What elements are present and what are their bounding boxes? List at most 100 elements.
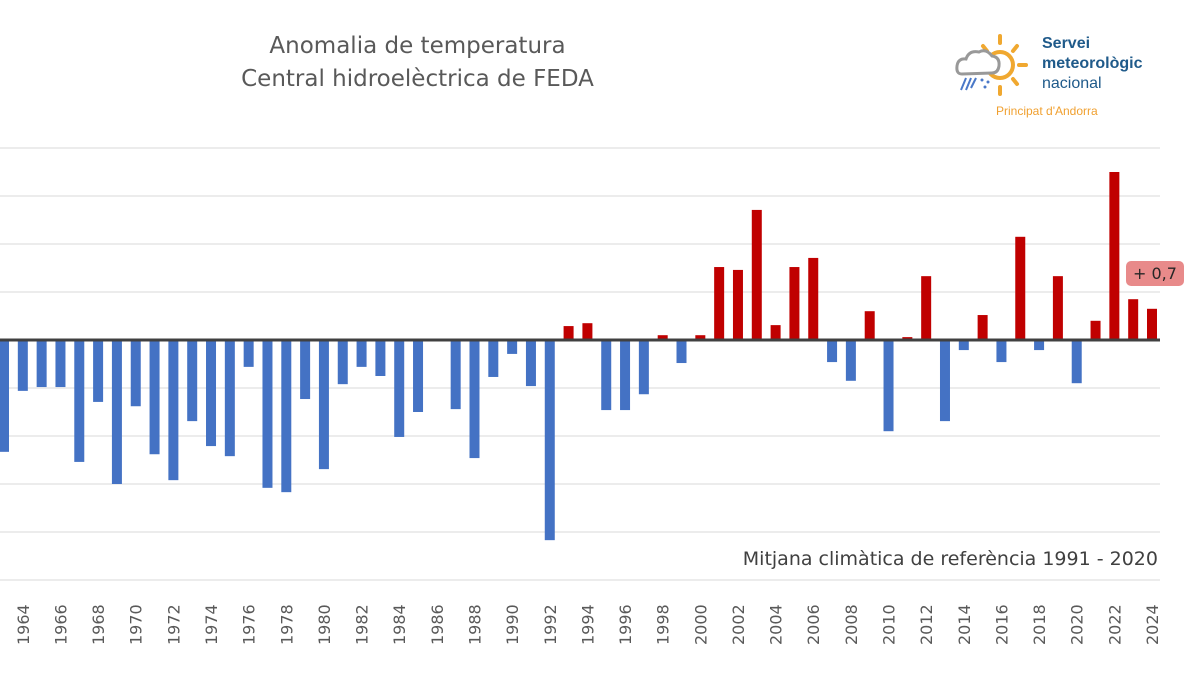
x-tick-label: 1964 <box>14 604 33 645</box>
x-tick-label: 1990 <box>503 604 522 645</box>
x-tick-label: 1976 <box>240 604 259 645</box>
bar-1997 <box>638 340 649 395</box>
bar-2003 <box>751 209 762 340</box>
bar-1970 <box>130 340 141 407</box>
x-tick-label: 1974 <box>202 604 221 645</box>
x-tick-label: 2018 <box>1030 604 1049 645</box>
x-tick-label: 1988 <box>465 604 484 645</box>
x-tick-label: 2024 <box>1143 604 1162 645</box>
bar-1980 <box>318 340 329 470</box>
bar-1964 <box>17 340 28 391</box>
bar-2000 <box>695 335 706 340</box>
x-tick-label: 2008 <box>842 604 861 645</box>
bar-2022 <box>1109 172 1120 340</box>
bar-2010 <box>883 340 894 432</box>
bar-2008 <box>845 340 856 381</box>
bar-1965 <box>36 340 47 388</box>
chart-title-line-1: Anomalia de temperatura <box>269 33 566 59</box>
data-label-2024: + 0,7 <box>1126 261 1184 286</box>
bar-1968 <box>93 340 104 402</box>
bar-1998 <box>657 335 668 340</box>
bar-2007 <box>827 340 838 363</box>
bar-2018 <box>1034 340 1045 351</box>
bar-2023 <box>1128 299 1139 340</box>
bar-2013 <box>939 340 950 422</box>
bar-1991 <box>525 340 536 387</box>
bar-1976 <box>243 340 254 367</box>
bar-2002 <box>732 269 743 340</box>
x-tick-label: 2000 <box>691 604 710 645</box>
x-tick-label: 2016 <box>992 604 1011 645</box>
bar-1993 <box>563 326 574 340</box>
reference-period-note: Mitjana climàtica de referència 1991 - 2… <box>742 548 1158 570</box>
logo-line-1: Servei <box>1042 35 1091 52</box>
bar-1992 <box>544 340 555 541</box>
chart-title: Anomalia de temperatura Central hidroelè… <box>200 30 635 96</box>
x-tick-label: 1970 <box>127 604 146 645</box>
logo-line-2: meteorològic <box>1042 55 1143 72</box>
bar-2012 <box>921 276 932 340</box>
x-tick-label: 1994 <box>578 604 597 645</box>
bar-2005 <box>789 267 800 340</box>
bar-1978 <box>281 340 292 493</box>
bar-1988 <box>469 340 480 459</box>
bar-1981 <box>337 340 348 385</box>
bar-2001 <box>714 267 725 340</box>
bar-2016 <box>996 340 1007 363</box>
bar-1963 <box>0 340 9 452</box>
bar-2020 <box>1071 340 1082 384</box>
x-tick-label: 2022 <box>1105 604 1124 645</box>
bar-1969 <box>111 340 122 484</box>
bar-2006 <box>808 257 819 340</box>
bar-1999 <box>676 340 687 364</box>
bar-1989 <box>488 340 499 377</box>
smn-logo: Servei meteorològic nacional Principat d… <box>952 32 1162 127</box>
bar-1966 <box>55 340 66 388</box>
weather-sun-cloud-icon <box>955 34 1028 96</box>
logo-line-3: nacional <box>1042 75 1102 92</box>
bar-1971 <box>149 340 160 455</box>
bar-1984 <box>394 340 405 437</box>
x-tick-label: 1980 <box>315 604 334 645</box>
x-tick-label: 1986 <box>428 604 447 645</box>
bar-1995 <box>601 340 612 411</box>
logo-subtitle: Principat d'Andorra <box>996 104 1098 118</box>
bar-1987 <box>450 340 461 410</box>
bar-2004 <box>770 325 781 340</box>
bar-1983 <box>375 340 386 376</box>
bar-1979 <box>300 340 311 400</box>
bar-1973 <box>187 340 198 422</box>
bar-1974 <box>206 340 217 447</box>
x-tick-label: 1972 <box>164 604 183 645</box>
x-tick-label: 2006 <box>804 604 823 645</box>
bar-2021 <box>1090 320 1101 340</box>
x-tick-label: 1982 <box>353 604 372 645</box>
bar-2015 <box>977 315 988 340</box>
x-tick-label: 2012 <box>917 604 936 645</box>
bar-1994 <box>582 323 593 340</box>
bar-2024 <box>1147 308 1157 340</box>
x-tick-label: 2014 <box>955 604 974 645</box>
x-tick-label: 2010 <box>880 604 899 645</box>
x-tick-label: 1966 <box>51 604 70 645</box>
x-tick-label: 2004 <box>767 604 786 645</box>
x-tick-label: 2002 <box>729 604 748 645</box>
bar-2017 <box>1015 236 1026 340</box>
bar-2014 <box>958 340 969 351</box>
bar-1985 <box>413 340 424 412</box>
x-tick-label: 1996 <box>616 604 635 645</box>
x-tick-label: 1998 <box>654 604 673 645</box>
x-tick-label: 1984 <box>390 604 409 645</box>
bar-1990 <box>507 340 518 354</box>
bar-1967 <box>74 340 85 462</box>
chart-title-line-2: Central hidroelèctrica de FEDA <box>241 66 594 92</box>
bar-1972 <box>168 340 179 481</box>
bar-1996 <box>620 340 631 411</box>
bar-2019 <box>1052 276 1063 340</box>
x-tick-label: 1992 <box>541 604 560 645</box>
x-tick-label: 2020 <box>1068 604 1087 645</box>
bar-1975 <box>224 340 235 457</box>
bar-1982 <box>356 340 367 367</box>
bar-2009 <box>864 311 875 340</box>
